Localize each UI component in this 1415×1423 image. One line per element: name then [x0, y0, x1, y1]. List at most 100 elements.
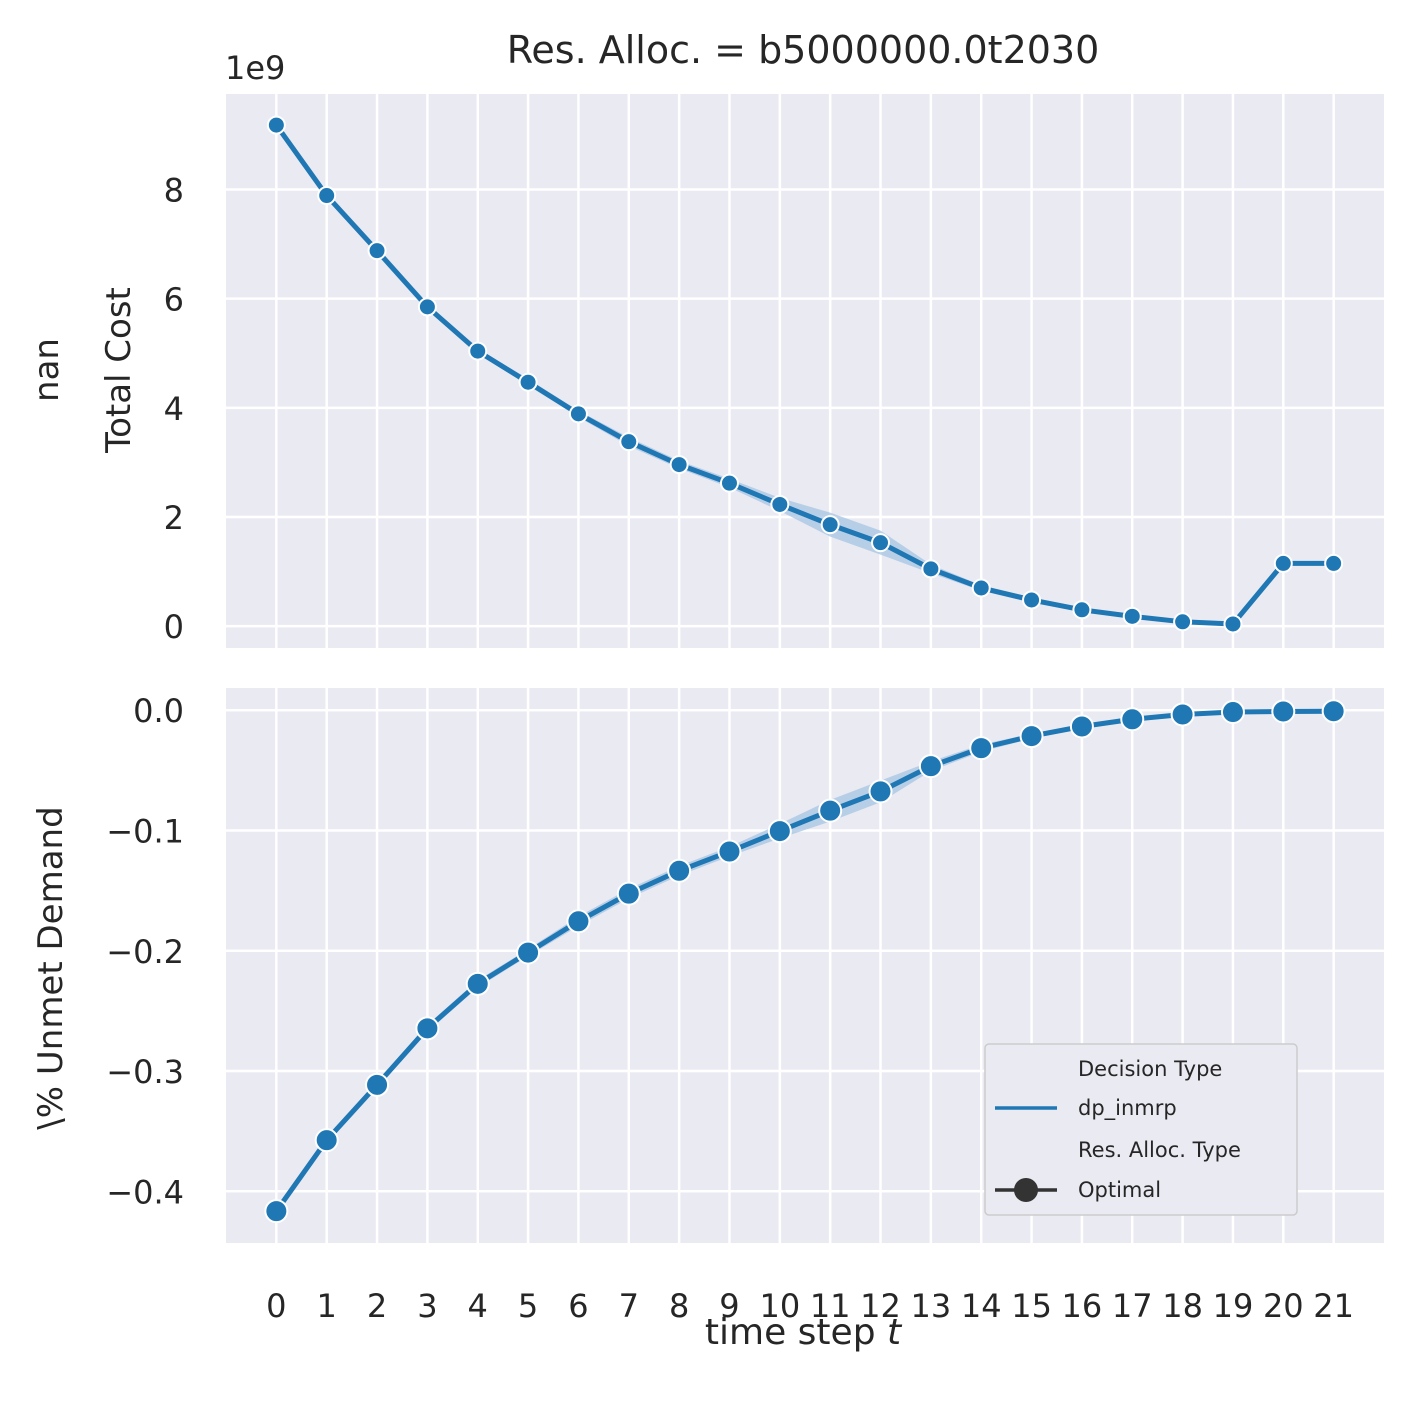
total-cost-plot-area	[226, 94, 1384, 648]
y-offset-text: 1e9	[225, 49, 285, 87]
x-tick-label: 14	[961, 1287, 1002, 1325]
data-point	[1271, 699, 1296, 724]
data-point	[820, 515, 840, 535]
data-point	[667, 858, 692, 883]
data-point	[566, 909, 591, 934]
unmet-demand-series-line	[274, 708, 1334, 1213]
x-tick-label: 21	[1313, 1287, 1354, 1325]
data-point	[1321, 699, 1346, 724]
data-point	[719, 473, 739, 493]
legend-hue-title: Decision Type	[1078, 1057, 1222, 1081]
data-point	[717, 839, 742, 864]
x-tick-label: 11	[810, 1287, 851, 1325]
unmet-demand-markers	[264, 699, 1346, 1224]
x-tick-label: 16	[1062, 1287, 1103, 1325]
x-tick-label: 2	[367, 1287, 387, 1325]
total-cost-markers	[266, 115, 1344, 634]
data-point	[871, 533, 891, 553]
data-point	[264, 1199, 289, 1224]
unmet-demand-panel: 0.0−0.1−0.2−0.3−0.4 0 1 2 3 4 5 6 7 8 9 10 11 12 13 14…	[31, 688, 1384, 1353]
data-point	[1120, 707, 1145, 732]
unmet-demand-y-label: \% Unmet Demand	[31, 806, 71, 1129]
data-point	[266, 115, 286, 135]
x-tick-label: 20	[1263, 1287, 1304, 1325]
total-cost-y-label-line-1: nan	[27, 338, 67, 402]
data-point	[518, 372, 538, 392]
y-tick-label: 2	[164, 499, 184, 537]
legend: Decision Type dp_inmrp Res. Alloc. Type …	[984, 1043, 1298, 1216]
y-tick-label: −0.4	[106, 1173, 184, 1211]
y-tick-label: 0	[164, 608, 184, 646]
total-cost-series-line	[274, 123, 1334, 627]
data-point	[1170, 702, 1195, 727]
data-point	[1072, 600, 1092, 620]
data-point	[417, 297, 437, 317]
data-point	[918, 754, 943, 779]
y-tick-label: −0.1	[106, 813, 184, 851]
y-tick-label: −0.3	[106, 1053, 184, 1091]
x-tick-label: 13	[911, 1287, 952, 1325]
data-point	[1273, 553, 1293, 573]
x-axis-label: time step t	[705, 1312, 903, 1353]
legend-hue-entry: dp_inmrp	[1078, 1096, 1177, 1121]
x-tick-label: 15	[1011, 1287, 1052, 1325]
data-point	[770, 494, 790, 514]
data-point	[367, 241, 387, 261]
x-tick-label: 6	[568, 1287, 588, 1325]
data-point	[516, 940, 541, 965]
data-point	[1022, 590, 1042, 610]
x-tick-label: 12	[860, 1287, 901, 1325]
x-tick-label: 3	[417, 1287, 437, 1325]
y-tick-label: 0.0	[133, 692, 184, 730]
chart-title: Res. Alloc. = b5000000.0t2030	[507, 28, 1100, 72]
unmet-demand-y-tick-labels: 0.0 −0.1 −0.2 −0.3 −0.4	[106, 692, 184, 1211]
series-line-dp_inmrp	[274, 123, 1334, 627]
data-point	[317, 186, 337, 206]
data-point	[314, 1128, 339, 1153]
data-point	[568, 404, 588, 424]
x-tick-label: 17	[1112, 1287, 1153, 1325]
data-point	[921, 559, 941, 579]
x-tick-label: 8	[669, 1287, 689, 1325]
y-tick-label: 6	[164, 281, 184, 319]
x-tick-label: 1	[317, 1287, 337, 1325]
data-point	[969, 736, 994, 761]
legend-style-entry: Optimal	[1078, 1178, 1161, 1202]
data-point	[1173, 612, 1193, 632]
total-cost-grid	[226, 94, 1384, 648]
x-tick-label: 9	[719, 1287, 739, 1325]
data-point	[818, 798, 843, 823]
data-point	[868, 779, 893, 804]
data-point	[616, 881, 641, 906]
x-tick-label: 5	[518, 1287, 538, 1325]
data-point	[415, 1016, 440, 1041]
x-tick-label: 10	[759, 1287, 800, 1325]
total-cost-y-label-line-2: Total Cost	[99, 287, 139, 454]
legend-style-title: Res. Alloc. Type	[1078, 1138, 1241, 1162]
series-line-dp_inmrp	[274, 708, 1334, 1213]
x-tick-label: 7	[619, 1287, 639, 1325]
x-tick-labels: 0 1 2 3 4 5 6 7 8 9 10 11 12 13 14 15 16 17 18 19 20 21	[266, 1287, 1354, 1325]
data-point	[465, 971, 490, 996]
data-point	[767, 819, 792, 844]
data-point	[468, 341, 488, 361]
data-point	[1223, 614, 1243, 634]
x-tick-label: 19	[1213, 1287, 1254, 1325]
data-point	[365, 1072, 390, 1097]
data-point	[669, 455, 689, 475]
data-point	[1324, 553, 1344, 573]
y-tick-label: 8	[164, 172, 184, 210]
data-point	[1122, 606, 1142, 626]
total-cost-y-tick-labels: 0 2 4 6 8	[164, 172, 184, 647]
legend-style-marker-swatch	[1014, 1178, 1038, 1202]
x-tick-label: 18	[1162, 1287, 1203, 1325]
data-point	[1069, 714, 1094, 739]
x-tick-label: 4	[468, 1287, 488, 1325]
data-point	[1019, 724, 1044, 749]
y-tick-label: −0.2	[106, 933, 184, 971]
data-point	[1220, 700, 1245, 725]
x-tick-label: 0	[266, 1287, 286, 1325]
data-point	[619, 432, 639, 452]
